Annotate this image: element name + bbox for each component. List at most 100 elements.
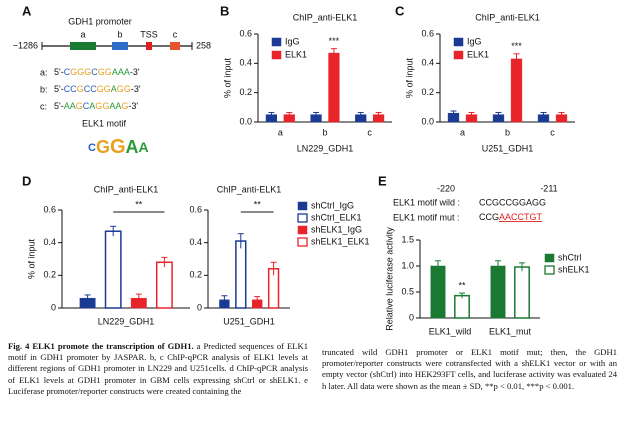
base: G xyxy=(121,101,128,111)
error-bar xyxy=(558,111,565,117)
base: C xyxy=(83,101,90,111)
base: G xyxy=(84,67,91,77)
base: - xyxy=(61,84,64,94)
y-tick-label: 0.6 xyxy=(239,28,252,38)
category-label: a xyxy=(278,127,283,137)
y-tick-label: 0.2 xyxy=(189,270,202,280)
x-axis-label: LN229_GDH1 xyxy=(297,143,354,153)
y-tick-label: 0.4 xyxy=(239,58,252,68)
base: A xyxy=(89,101,95,111)
legend-label: shCtrl_IgG xyxy=(311,200,354,210)
base: 5 xyxy=(54,67,59,77)
base: G xyxy=(95,101,102,111)
error-bar xyxy=(135,293,142,303)
figure: A B C D E GDH1 promoter −1286 258 a b TSS c a: 5… xyxy=(13,3,590,336)
y-tick-label: 0.2 xyxy=(239,87,252,97)
wild-sequence: CCGCCGGAGG xyxy=(479,197,546,207)
y-tick-label: 0.0 xyxy=(239,116,252,126)
mut-changed: AACCTGT xyxy=(499,212,543,222)
error-bar xyxy=(459,292,465,299)
category-label: ELK1_mut xyxy=(489,326,532,336)
logo-letter: G xyxy=(96,137,110,157)
base: C xyxy=(64,84,71,94)
legend-swatch xyxy=(297,201,308,211)
base: - xyxy=(131,84,134,94)
base: G xyxy=(77,67,84,77)
y-tick-label: 0 xyxy=(51,302,56,312)
base: ' xyxy=(59,84,61,94)
position-label: -220 xyxy=(437,183,455,193)
caption-text: truncated wild GDH1 promoter or ELK1 mot… xyxy=(322,347,617,391)
panel-label: E xyxy=(378,173,387,188)
caption-heading: Fig. 4 ELK1 promote the transcription of… xyxy=(8,341,194,351)
base: A xyxy=(118,67,124,77)
caption-text: a Predicted sequences of ELK1 motif in G… xyxy=(8,341,308,396)
y-tick-label: 0 xyxy=(197,302,202,312)
legend-swatch xyxy=(297,213,308,223)
panel-label: A xyxy=(22,3,32,18)
region-label: TSS xyxy=(140,29,158,39)
legend-swatch xyxy=(453,50,464,60)
base: 5 xyxy=(54,101,59,111)
error-bar xyxy=(357,111,364,117)
logo-letter: G xyxy=(110,136,126,158)
legend-swatch xyxy=(271,37,282,47)
sequence: 5'-AAGCAGGAAG-3' xyxy=(54,101,138,111)
bar xyxy=(430,265,446,319)
category-label: c xyxy=(550,127,555,137)
error-bar xyxy=(84,294,91,302)
base: C xyxy=(91,67,98,77)
error-bar xyxy=(268,111,275,117)
significance: ** xyxy=(458,280,466,290)
base: - xyxy=(61,101,64,111)
category-label: a xyxy=(460,127,465,137)
promoter-region xyxy=(170,42,180,50)
error-bar xyxy=(237,233,244,249)
base: G xyxy=(76,101,83,111)
bar xyxy=(328,52,340,123)
chart-title: ChIP_anti-ELK1 xyxy=(217,184,282,194)
base: ' xyxy=(136,101,138,111)
bar xyxy=(514,266,530,319)
base: A xyxy=(111,84,117,94)
chart-title: ChIP_anti-ELK1 xyxy=(94,184,159,194)
legend-label: ELK1 xyxy=(285,49,307,59)
legend-label: IgG xyxy=(285,36,300,46)
y-axis-label: % of input xyxy=(222,57,232,98)
legend-swatch xyxy=(297,237,308,247)
error-bar xyxy=(161,256,168,268)
region-label: c xyxy=(173,29,178,39)
y-tick-label: 0.2 xyxy=(43,270,56,280)
y-axis-label: % of input xyxy=(26,238,36,279)
legend-label: ELK1 xyxy=(467,49,489,59)
base: A xyxy=(115,101,121,111)
base: 3 xyxy=(131,101,136,111)
y-tick-label: 0.5 xyxy=(401,286,414,296)
sequence-label: c: xyxy=(40,101,47,111)
base: ' xyxy=(59,101,61,111)
base: - xyxy=(130,67,133,77)
caption-right: truncated wild GDH1 promoter or ELK1 mot… xyxy=(322,347,617,392)
sequence: 5'-CCGCCGGAGG-3' xyxy=(54,84,141,94)
region-label: b xyxy=(117,29,122,39)
promoter-end-label: 258 xyxy=(196,40,211,50)
sequence-label: a: xyxy=(40,67,48,77)
base: G xyxy=(70,67,77,77)
category-label: b xyxy=(505,127,510,137)
base: 3 xyxy=(133,67,138,77)
mut-sequence: CCGAACCTGT xyxy=(479,212,543,222)
legend-swatch xyxy=(453,37,464,47)
region-label: a xyxy=(80,29,85,39)
base: G xyxy=(77,84,84,94)
base: ' xyxy=(139,84,141,94)
y-tick-label: 0.6 xyxy=(189,204,202,214)
bar xyxy=(510,58,523,123)
base: A xyxy=(109,101,115,111)
base: C xyxy=(90,84,97,94)
caption-left: Fig. 4 ELK1 promote the transcription of… xyxy=(8,341,308,397)
base: C xyxy=(84,84,91,94)
chart-title: ChIP_anti-ELK1 xyxy=(475,12,540,22)
y-tick-label: 0.6 xyxy=(421,28,434,38)
base: G xyxy=(105,67,112,77)
